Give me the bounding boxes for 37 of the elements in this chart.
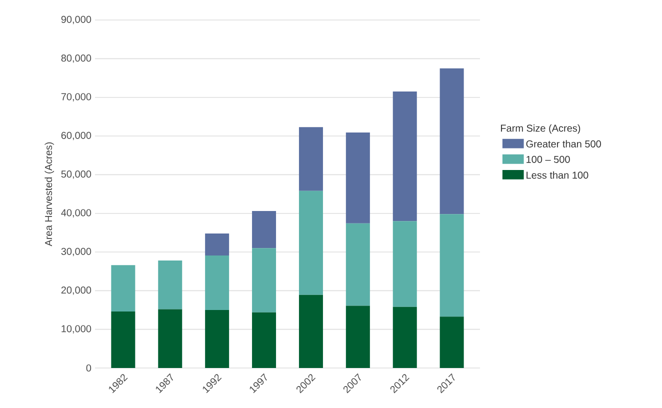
y-tick-label: 20,000: [61, 286, 92, 295]
bar: [205, 310, 230, 368]
y-tick-label: 60,000: [61, 132, 92, 140]
y-tick-label: 0: [86, 364, 92, 372]
bar: [111, 312, 136, 368]
y-tick-label: 90,000: [61, 16, 92, 24]
bar: [158, 309, 182, 368]
bar: [346, 132, 370, 224]
bar: [440, 214, 464, 317]
bar: [346, 223, 370, 306]
bar: [392, 221, 417, 307]
bar: [205, 233, 230, 256]
bar: [346, 306, 370, 368]
y-tick-label: 40,000: [61, 209, 92, 218]
y-tick-label: 30,000: [61, 248, 92, 256]
bar: [440, 68, 464, 214]
bar: [392, 306, 417, 368]
y-tick-label: 70,000: [61, 93, 92, 102]
legend-label: 100 – 500: [526, 156, 570, 163]
bar: [252, 312, 276, 368]
bar: [298, 127, 323, 191]
y-tick-label: 50,000: [61, 170, 92, 179]
bar: [158, 260, 182, 310]
bar: [111, 265, 136, 312]
bar: [298, 190, 323, 295]
bar: [298, 294, 323, 368]
bar: [205, 255, 230, 310]
y-tick-label: 80,000: [61, 54, 92, 63]
bar: [392, 92, 417, 222]
y-tick-label: 10,000: [62, 325, 92, 334]
legend-title: Farm Size (Acres): [500, 124, 580, 134]
bar: [252, 211, 276, 248]
legend-label: Greater than 500: [526, 140, 601, 148]
bar: [252, 248, 276, 312]
legend-label: Less than 100: [526, 171, 588, 179]
y-axis-title: Area Harvested (Acres): [44, 142, 54, 246]
bar: [440, 316, 464, 368]
